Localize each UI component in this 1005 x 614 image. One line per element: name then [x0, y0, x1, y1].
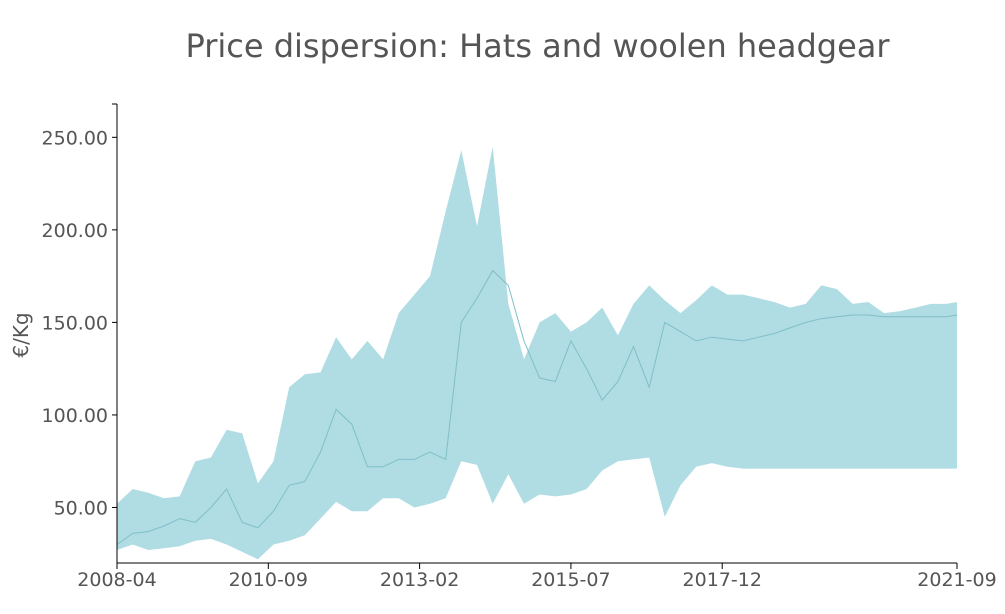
- y-tick-label: 200.00: [42, 220, 108, 242]
- x-tick-label: 2010-09: [229, 569, 308, 591]
- y-tick-label: 100.00: [42, 405, 108, 427]
- x-tick-label: 2021-09: [917, 569, 996, 591]
- x-tick-label: 2015-07: [531, 569, 610, 591]
- y-tick-label: 250.00: [42, 127, 108, 149]
- dispersion-band: [117, 146, 957, 560]
- x-tick-label: 2008-04: [77, 569, 156, 591]
- y-axis-label: €/Kg: [9, 312, 33, 357]
- y-tick-label: 150.00: [42, 312, 108, 334]
- y-tick-label: 50.00: [54, 497, 108, 519]
- x-tick-label: 2017-12: [683, 569, 762, 591]
- plot-layer: [116, 146, 958, 560]
- x-tick-label: 2013-02: [380, 569, 459, 591]
- axis-layer: 50.00 100.00 150.00 200.00 250.00 2008-04 2010…: [42, 103, 997, 591]
- chart-title: Price dispersion: Hats and woolen headge…: [185, 27, 890, 65]
- median-line: [116, 269, 958, 545]
